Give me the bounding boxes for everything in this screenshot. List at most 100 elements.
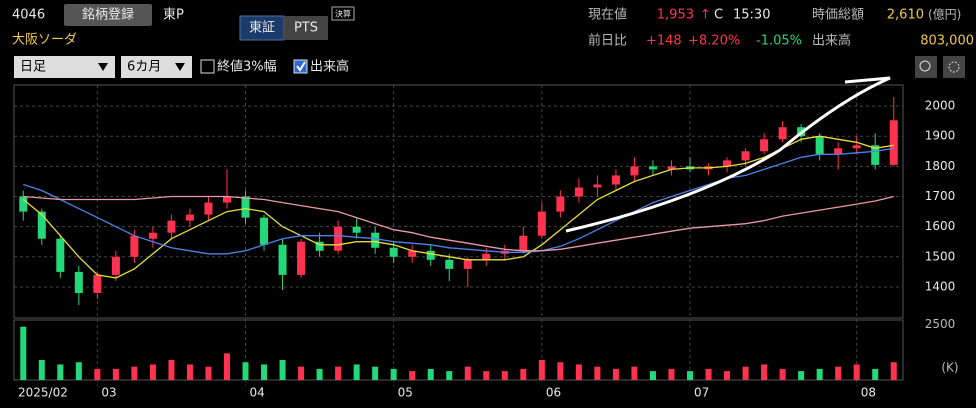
y-tick-label: 1600 — [925, 219, 956, 233]
candle-body — [760, 139, 769, 152]
candle-body — [889, 120, 898, 165]
volume-bar — [501, 371, 508, 380]
volume-bar — [242, 362, 249, 380]
candle-body — [204, 202, 213, 215]
price-arrow: ↑ — [700, 8, 711, 23]
volume-bar — [612, 368, 619, 380]
volume-bar — [94, 368, 101, 380]
register-label[interactable]: 銘柄登録 — [82, 8, 134, 23]
y-tick-label: 1400 — [925, 279, 956, 293]
candle-body — [537, 211, 546, 236]
candle-body — [723, 160, 732, 167]
candle-body — [74, 271, 83, 293]
volume-bar — [20, 326, 27, 380]
moving-average — [23, 195, 894, 252]
volume-bar — [446, 371, 453, 380]
volume-bar — [779, 368, 786, 380]
trend-annotation — [565, 76, 891, 233]
other-pct: -1.05% — [756, 34, 802, 49]
settings-button[interactable] — [943, 56, 965, 78]
candle-body — [611, 175, 620, 185]
y-tick-label: 2000 — [925, 99, 956, 113]
candle-body — [19, 196, 28, 212]
volume-bar — [168, 360, 175, 380]
volume-bar — [112, 368, 119, 380]
candle-body — [130, 235, 139, 257]
candle-body — [519, 235, 528, 251]
volume-bar — [557, 362, 564, 380]
zoom-button[interactable] — [915, 56, 937, 78]
candle-body — [297, 241, 306, 275]
candle-body — [871, 145, 880, 165]
candle-body — [741, 151, 750, 161]
volume-bar — [205, 366, 212, 380]
volume-tick-label: 2500 — [925, 317, 956, 331]
price-panel — [13, 84, 904, 319]
checkbox[interactable] — [200, 59, 215, 74]
volume-bar — [742, 366, 749, 380]
x-tick-label: 05 — [398, 386, 413, 400]
volume-bar — [298, 366, 305, 380]
volume-bar — [816, 368, 823, 380]
candle-body — [648, 166, 657, 170]
zoom-icon — [919, 60, 931, 72]
volume-bar — [853, 364, 860, 380]
stock-code: 4046 — [12, 8, 45, 23]
volume-bar — [631, 366, 638, 380]
period-select[interactable] — [14, 56, 115, 78]
candle-body — [334, 226, 343, 251]
candle-body — [315, 241, 324, 251]
candle-body — [148, 232, 157, 239]
time: 15:30 — [733, 8, 770, 23]
volume-bar — [890, 362, 897, 380]
register-button[interactable] — [64, 4, 152, 26]
candle-body — [371, 232, 380, 248]
volume: 803,000 — [920, 34, 974, 49]
volume-bar — [390, 368, 397, 380]
tab-pts[interactable] — [284, 16, 328, 40]
candle-body — [667, 166, 676, 170]
range-select[interactable] — [121, 56, 192, 78]
checkbox-label[interactable]: 出来高 — [310, 59, 349, 75]
period[interactable]: 日足 — [20, 60, 46, 75]
volume-bar — [149, 364, 156, 380]
volume-bar — [464, 366, 471, 380]
candle-body — [630, 166, 639, 176]
volume-bar — [279, 360, 286, 380]
candle-body — [185, 214, 194, 221]
settings-icon — [948, 61, 960, 73]
volume-bar — [316, 368, 323, 380]
candle-body — [389, 247, 398, 257]
checkbox-label[interactable]: 終値3%幅 — [217, 59, 277, 75]
candle-body — [445, 259, 454, 269]
moving-average — [22, 135, 894, 279]
volume-bar — [427, 368, 434, 380]
volume-unit: (K) — [941, 361, 958, 375]
x-tick-label: 08 — [861, 386, 876, 400]
candle-body — [463, 259, 472, 269]
y-tick-label: 1800 — [925, 159, 956, 173]
dropdown-arrow — [175, 63, 185, 71]
candle-body — [482, 253, 491, 260]
y-tick-label: 1900 — [925, 129, 956, 143]
candle-body — [574, 187, 583, 197]
volume-panel — [13, 319, 904, 381]
candle-body — [37, 211, 46, 239]
tab-label[interactable]: 東証 — [249, 20, 275, 36]
tab-tse[interactable] — [239, 15, 285, 41]
tab-label[interactable]: PTS — [294, 21, 318, 36]
volume-bar — [724, 371, 731, 380]
volume-label: 出来高 — [812, 33, 851, 49]
x-tick-label: 04 — [250, 386, 265, 400]
candle-body — [593, 184, 602, 188]
x-tick-label: 06 — [546, 386, 561, 400]
x-tick-label: 03 — [101, 386, 116, 400]
check-mark — [296, 61, 306, 72]
volume-bar — [649, 371, 656, 380]
range[interactable]: 6カ月 — [127, 60, 161, 75]
candle-body — [426, 250, 435, 260]
candle-body — [852, 145, 861, 149]
volume-bar — [575, 364, 582, 380]
dropdown-arrow — [98, 63, 108, 71]
candle-body — [167, 220, 176, 233]
